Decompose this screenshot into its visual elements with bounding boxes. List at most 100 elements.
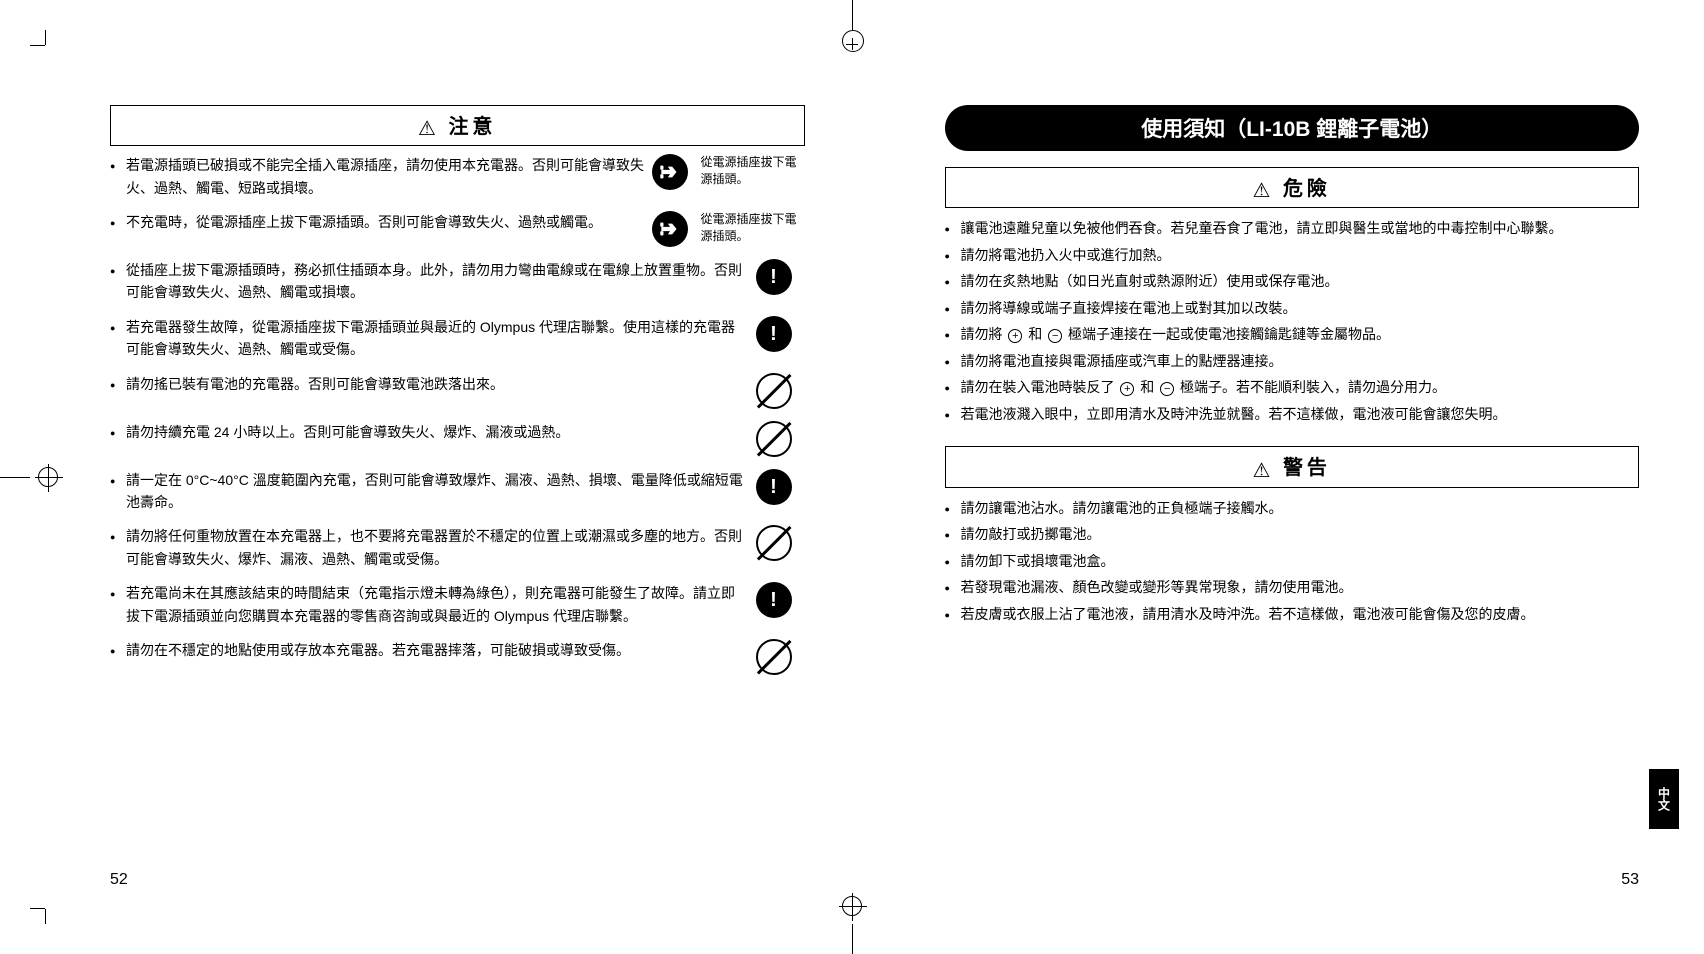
icon-caption: 從電源插座拔下電源插頭。	[695, 211, 805, 245]
item-text: 若發現電池漏液、顏色改變或變形等異常現象，請勿使用電池。	[961, 575, 1640, 600]
caution-item: 請一定在 0°C~40°C 溫度範圍內充電，否則可能會導致爆炸、漏液、過熱、損壞…	[110, 469, 805, 514]
item-text: 若電池液濺入眼中，立即用清水及時沖洗並就醫。若不這樣做，電池液可能會讓您失明。	[961, 402, 1640, 427]
warning-triangle-icon: ⚠	[1253, 458, 1271, 483]
item-text: 請勿將 + 和 − 極端子連接在一起或使電池接觸鑰匙鏈等金屬物品。	[961, 322, 1640, 347]
item-text: 請勿將電池直接與電源插座或汽車上的點煙器連接。	[961, 349, 1640, 374]
item-text: 請一定在 0°C~40°C 溫度範圍內充電，否則可能會導致爆炸、漏液、過熱、損壞…	[126, 469, 749, 514]
list-item: 請勿卸下或損壞電池盒。	[945, 549, 1640, 574]
item-text: 請勿將任何重物放置在本充電器上，也不要將充電器置於不穩定的位置上或潮濕或多塵的地…	[126, 525, 749, 570]
warning-triangle-icon: ⚠	[418, 116, 436, 141]
bullet	[945, 349, 961, 374]
warning-list: 請勿讓電池沾水。請勿讓電池的正負極端子接觸水。請勿敲打或扔擲電池。請勿卸下或損壞…	[945, 496, 1640, 627]
bullet	[945, 522, 961, 547]
item-text: 若皮膚或衣服上沾了電池液，請用清水及時沖洗。若不這樣做，電池液可能會傷及您的皮膚…	[961, 602, 1640, 627]
bullet	[110, 525, 126, 547]
danger-header-box: ⚠ 危險	[945, 167, 1640, 208]
item-text: 請勿在不穩定的地點使用或存放本充電器。若充電器摔落，可能破損或導致受傷。	[126, 639, 749, 661]
prohibit-icon	[756, 421, 792, 457]
unplug-icon	[652, 154, 688, 190]
caution-item: 請勿搖已裝有電池的充電器。否則可能會導致電池跌落出來。	[110, 373, 805, 409]
bullet	[110, 469, 126, 491]
list-item: 若皮膚或衣服上沾了電池液，請用清水及時沖洗。若不這樣做，電池液可能會傷及您的皮膚…	[945, 602, 1640, 627]
mandatory-icon: !	[756, 469, 792, 505]
list-item: 請勿讓電池沾水。請勿讓電池的正負極端子接觸水。	[945, 496, 1640, 521]
bullet	[110, 639, 126, 661]
bullet	[945, 322, 961, 347]
page-right: 使用須知（LI-10B 鋰離子電池） ⚠ 危險 讓電池遠離兒童以免被他們吞食。若…	[875, 95, 1650, 859]
page-left: ⚠ 注意 若電源插頭已破損或不能完全插入電源插座，請勿使用本充電器。否則可能會導…	[100, 95, 875, 859]
caution-item: 若充電尚未在其應該結束的時間結束（充電指示燈未轉為綠色），則充電器可能發生了故障…	[110, 582, 805, 627]
page-spread: ⚠ 注意 若電源插頭已破損或不能完全插入電源插座，請勿使用本充電器。否則可能會導…	[100, 95, 1649, 859]
item-text: 從插座上拔下電源插頭時，務必抓住插頭本身。此外，請勿用力彎曲電線或在電線上放置重…	[126, 259, 749, 304]
item-text: 若電源插頭已破損或不能完全插入電源插座，請勿使用本充電器。否則可能會導致失火、過…	[126, 154, 645, 199]
mandatory-icon: !	[756, 259, 792, 295]
section-header-text: 使用須知（LI-10B 鋰離子電池）	[1141, 118, 1442, 141]
bullet	[945, 269, 961, 294]
item-text: 請勿將電池扔入火中或進行加熱。	[961, 243, 1640, 268]
bullet	[945, 602, 961, 627]
prohibit-icon	[756, 373, 792, 409]
bullet	[945, 496, 961, 521]
bullet	[110, 421, 126, 443]
mandatory-icon: !	[756, 316, 792, 352]
item-text: 讓電池遠離兒童以免被他們吞食。若兒童吞食了電池，請立即與醫生或當地的中毒控制中心…	[961, 216, 1640, 241]
list-item: 請勿在炙熱地點（如日光直射或熱源附近）使用或保存電池。	[945, 269, 1640, 294]
list-item: 若發現電池漏液、顏色改變或變形等異常現象，請勿使用電池。	[945, 575, 1640, 600]
item-text: 請勿在炙熱地點（如日光直射或熱源附近）使用或保存電池。	[961, 269, 1640, 294]
icon-caption: 從電源插座拔下電源插頭。	[695, 154, 805, 188]
item-text: 不充電時，從電源插座上拔下電源插頭。否則可能會導致失火、過熱或觸電。	[126, 211, 645, 233]
bullet	[110, 154, 126, 176]
crop-mark-top	[827, 0, 877, 50]
bullet	[945, 216, 961, 241]
item-text: 請勿敲打或扔擲電池。	[961, 522, 1640, 547]
bullet	[945, 402, 961, 427]
unplug-icon	[652, 211, 688, 247]
caution-item: 請勿持續充電 24 小時以上。否則可能會導致失火、爆炸、漏液或過熱。	[110, 421, 805, 457]
item-text: 若充電器發生故障，從電源插座拔下電源插頭並與最近的 Olympus 代理店聯繫。…	[126, 316, 749, 361]
mandatory-icon: !	[756, 582, 792, 618]
list-item: 請勿將電池扔入火中或進行加熱。	[945, 243, 1640, 268]
item-text: 請勿卸下或損壞電池盒。	[961, 549, 1640, 574]
bullet	[110, 259, 126, 281]
language-tab: 中文	[1649, 769, 1679, 829]
bullet	[110, 373, 126, 395]
crop-mark-bottom	[827, 904, 877, 954]
item-text: 若充電尚未在其應該結束的時間結束（充電指示燈未轉為綠色），則充電器可能發生了故障…	[126, 582, 749, 627]
list-item: 請勿將導線或端子直接焊接在電池上或對其加以改裝。	[945, 296, 1640, 321]
prohibit-icon	[756, 639, 792, 675]
caution-header-box: ⚠ 注意	[110, 105, 805, 146]
item-text: 請勿搖已裝有電池的充電器。否則可能會導致電池跌落出來。	[126, 373, 749, 395]
bullet	[110, 316, 126, 338]
list-item: 請勿將 + 和 − 極端子連接在一起或使電池接觸鑰匙鏈等金屬物品。	[945, 322, 1640, 347]
item-text: 請勿讓電池沾水。請勿讓電池的正負極端子接觸水。	[961, 496, 1640, 521]
crop-corner-tl	[30, 30, 60, 60]
warning-header-box: ⚠ 警告	[945, 446, 1640, 487]
crop-corner-bl	[30, 894, 60, 924]
item-text: 請勿在裝入電池時裝反了 + 和 − 極端子。若不能順利裝入，請勿過分用力。	[961, 375, 1640, 400]
list-item: 請勿敲打或扔擲電池。	[945, 522, 1640, 547]
bullet	[110, 582, 126, 604]
page-number-left: 52	[110, 871, 128, 889]
warning-title: 警告	[1283, 457, 1331, 479]
page-number-right: 53	[1621, 871, 1639, 889]
list-item: 請勿將電池直接與電源插座或汽車上的點煙器連接。	[945, 349, 1640, 374]
crop-mark-left	[0, 452, 50, 502]
bullet	[945, 243, 961, 268]
caution-item: 從插座上拔下電源插頭時，務必抓住插頭本身。此外，請勿用力彎曲電線或在電線上放置重…	[110, 259, 805, 304]
warning-triangle-icon: ⚠	[1253, 178, 1271, 203]
bullet	[945, 549, 961, 574]
list-item: 若電池液濺入眼中，立即用清水及時沖洗並就醫。若不這樣做，電池液可能會讓您失明。	[945, 402, 1640, 427]
caution-item: 請勿在不穩定的地點使用或存放本充電器。若充電器摔落，可能破損或導致受傷。	[110, 639, 805, 675]
caution-item: 若充電器發生故障，從電源插座拔下電源插頭並與最近的 Olympus 代理店聯繫。…	[110, 316, 805, 361]
caution-item: 不充電時，從電源插座上拔下電源插頭。否則可能會導致失火、過熱或觸電。 從電源插座拔…	[110, 211, 805, 247]
item-text: 請勿持續充電 24 小時以上。否則可能會導致失火、爆炸、漏液或過熱。	[126, 421, 749, 443]
list-item: 請勿在裝入電池時裝反了 + 和 − 極端子。若不能順利裝入，請勿過分用力。	[945, 375, 1640, 400]
caution-title: 注意	[448, 116, 496, 138]
caution-item: 若電源插頭已破損或不能完全插入電源插座，請勿使用本充電器。否則可能會導致失火、過…	[110, 154, 805, 199]
bullet	[945, 375, 961, 400]
section-header-pill: 使用須知（LI-10B 鋰離子電池）	[945, 105, 1640, 151]
item-text: 請勿將導線或端子直接焊接在電池上或對其加以改裝。	[961, 296, 1640, 321]
caution-item: 請勿將任何重物放置在本充電器上，也不要將充電器置於不穩定的位置上或潮濕或多塵的地…	[110, 525, 805, 570]
bullet	[945, 575, 961, 600]
bullet	[945, 296, 961, 321]
